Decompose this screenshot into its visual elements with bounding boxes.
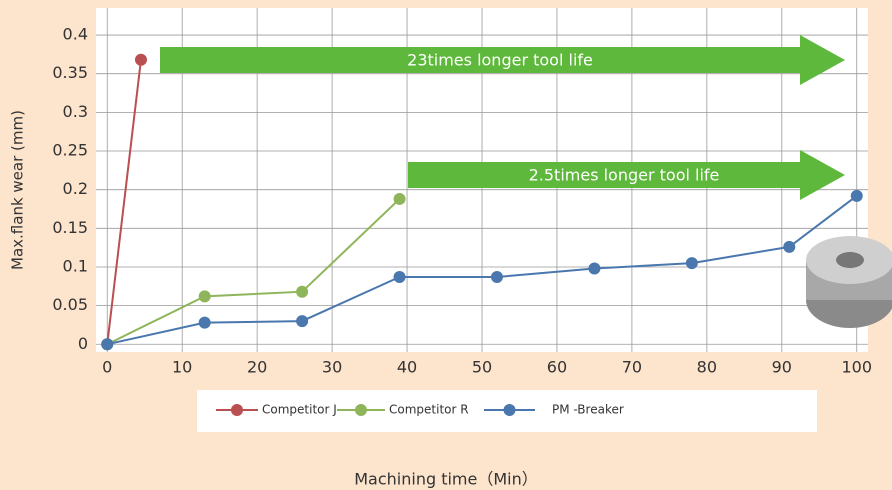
- y-tick-label: 0.25: [52, 141, 88, 160]
- y-tick-label: 0.4: [63, 25, 88, 44]
- x-tick-label: 30: [322, 358, 342, 377]
- y-tick-label: 0.15: [52, 218, 88, 237]
- data-point: [198, 316, 211, 329]
- y-axis-label: Max.flank wear (mm): [9, 110, 27, 270]
- x-tick-label: 20: [247, 358, 267, 377]
- x-axis-label: Machining time（Min）: [354, 470, 538, 489]
- y-tick-label: 0.1: [63, 256, 88, 275]
- data-point: [850, 189, 863, 202]
- data-point: [134, 53, 147, 66]
- data-point: [296, 285, 309, 298]
- data-point: [296, 315, 309, 328]
- y-tick-label: 0.35: [52, 63, 88, 82]
- x-tick-label: 10: [172, 358, 192, 377]
- x-tick-label: 60: [547, 358, 567, 377]
- x-tick-label: 80: [697, 358, 717, 377]
- legend-marker: [231, 404, 243, 416]
- annotation: 23times longer tool life: [407, 51, 593, 70]
- tool-image: [806, 236, 892, 328]
- data-point: [101, 338, 114, 351]
- legend-label: Competitor J: [262, 403, 337, 417]
- data-point: [490, 271, 503, 284]
- data-point: [588, 262, 601, 275]
- x-tick-label: 70: [622, 358, 642, 377]
- data-point: [393, 192, 406, 205]
- legend-label: PM -Breaker: [552, 403, 624, 417]
- x-tick-label: 50: [472, 358, 492, 377]
- series-line: [106, 198, 401, 346]
- legend-marker: [503, 404, 516, 416]
- legend-label: Competitor R: [389, 403, 469, 417]
- annotation-arrow: [408, 150, 845, 200]
- y-tick-label: 0.3: [63, 102, 88, 121]
- x-tick-label: 100: [841, 358, 872, 377]
- data-point: [783, 240, 796, 253]
- x-tick-label: 40: [397, 358, 417, 377]
- x-tick-label: 0: [102, 358, 112, 377]
- annotation-arrow: [160, 35, 845, 85]
- x-tick-label: 90: [772, 358, 792, 377]
- data-point: [393, 271, 406, 284]
- y-tick-label: 0.2: [63, 179, 88, 198]
- y-tick-label: 0: [78, 334, 88, 353]
- series-line: [106, 59, 142, 345]
- legend-marker: [355, 404, 367, 416]
- annotation: 2.5times longer tool life: [529, 166, 720, 185]
- y-tick-label: 0.05: [52, 295, 88, 314]
- data-point: [685, 257, 698, 270]
- data-point: [198, 290, 211, 303]
